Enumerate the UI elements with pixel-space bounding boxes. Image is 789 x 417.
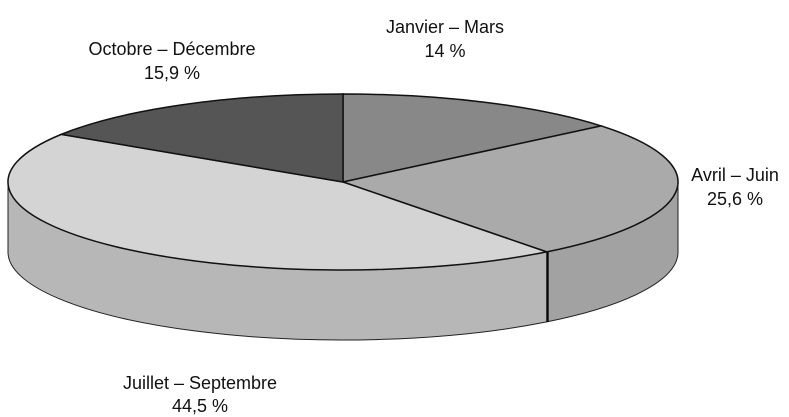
slice-label: Juillet – Septembre xyxy=(123,373,277,393)
slice-label: Avril – Juin xyxy=(691,165,779,185)
slice-value: 14 % xyxy=(424,41,465,61)
slice xyxy=(342,93,605,183)
slice xyxy=(58,93,344,183)
slice-value: 15,9 % xyxy=(144,63,200,83)
pie xyxy=(7,93,679,341)
slice xyxy=(340,125,679,253)
slice-label: Octobre – Décembre xyxy=(88,39,255,59)
slice xyxy=(7,133,550,271)
slice-label: Janvier – Mars xyxy=(386,17,504,37)
slice-value: 44,5 % xyxy=(172,396,228,416)
slice-value: 25,6 % xyxy=(707,189,763,209)
